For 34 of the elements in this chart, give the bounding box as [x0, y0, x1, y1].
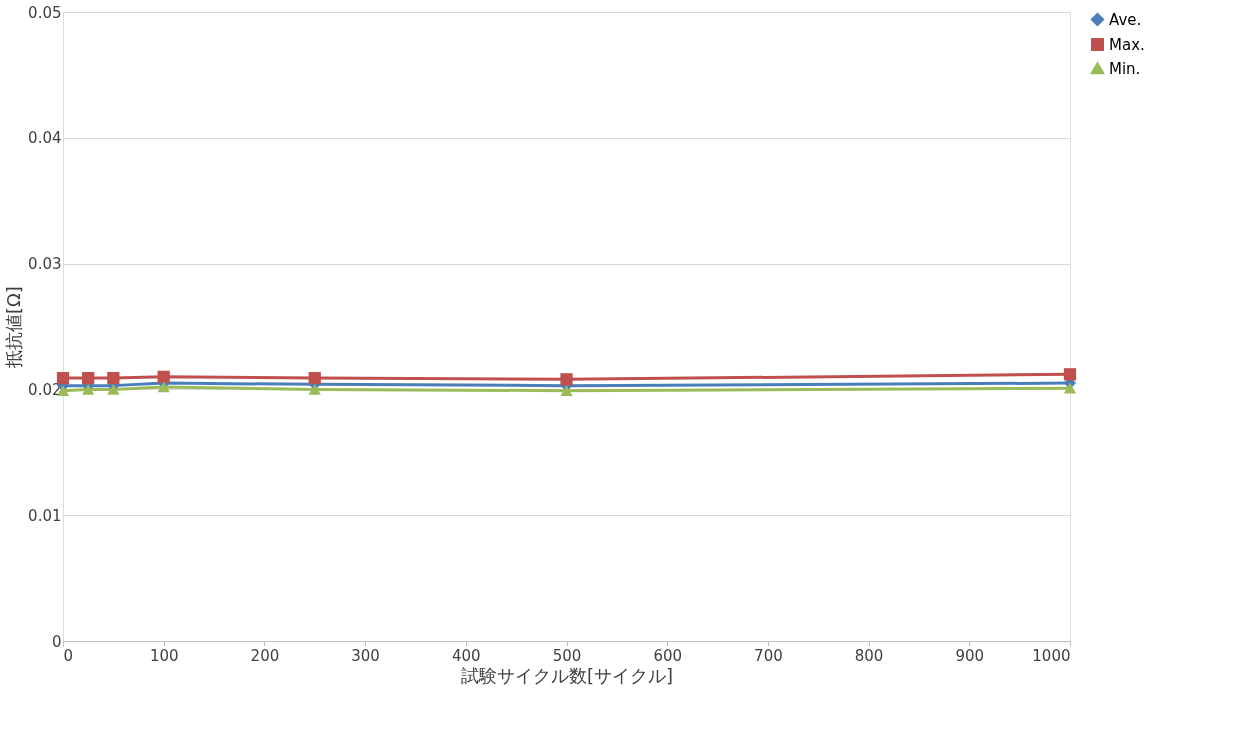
x-tick-label: 1000 [1032, 646, 1071, 665]
y-tick-label: 0.01 [28, 506, 62, 525]
x-tick-label: 200 [250, 646, 280, 665]
x-axis-title: 試験サイクル数[サイクル] [460, 664, 674, 686]
x-tick-label: 700 [754, 646, 783, 665]
x-tick-label: 800 [854, 646, 884, 665]
point [56, 371, 70, 385]
x-tick-label: 600 [653, 646, 683, 665]
point [82, 384, 95, 395]
y-tick-label: 0.05 [28, 3, 62, 22]
point [107, 371, 120, 385]
point [1063, 368, 1077, 381]
x-tick-label: 500 [552, 646, 582, 665]
point [1063, 382, 1077, 394]
y-axis-title: 抵抗値[Ω] [3, 286, 25, 369]
x-tick-label: 900 [955, 646, 985, 665]
legend-label: Ave. [1109, 10, 1142, 29]
point [157, 381, 170, 393]
x-tick-label: 400 [451, 646, 481, 665]
y-tick-label: 0 [51, 632, 62, 651]
x-tick-label: 300 [351, 646, 380, 665]
point [560, 385, 573, 396]
legend-label: Max. [1109, 35, 1145, 54]
point [560, 373, 573, 386]
legend-label: Min. [1109, 59, 1141, 78]
point [157, 370, 170, 383]
point [107, 384, 120, 395]
point [308, 371, 321, 385]
y-tick-label: 0.03 [28, 255, 62, 274]
point [308, 384, 321, 395]
x-tick-label: 0 [63, 646, 74, 665]
x-tick-label: 100 [149, 646, 179, 665]
point [82, 371, 95, 385]
y-tick-label: 0.04 [28, 129, 62, 148]
